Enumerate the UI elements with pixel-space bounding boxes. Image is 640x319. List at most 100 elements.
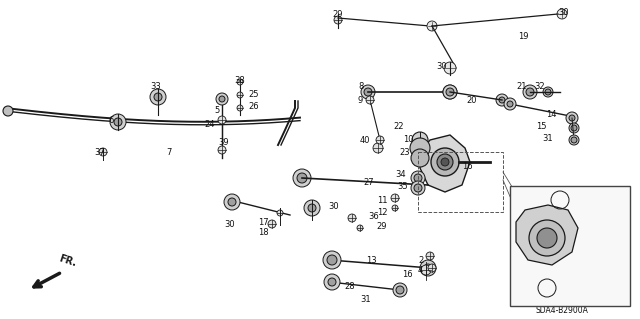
Circle shape	[507, 101, 513, 107]
Text: 28: 28	[344, 282, 355, 291]
Circle shape	[357, 225, 363, 231]
Text: 32: 32	[534, 82, 545, 91]
Text: 16: 16	[462, 162, 472, 171]
Circle shape	[410, 138, 430, 158]
Circle shape	[426, 252, 434, 260]
Circle shape	[569, 135, 579, 145]
Circle shape	[443, 85, 457, 99]
Circle shape	[421, 265, 431, 275]
Text: 18: 18	[258, 228, 269, 237]
Circle shape	[391, 194, 399, 202]
Circle shape	[523, 85, 537, 99]
Text: 35: 35	[397, 182, 408, 191]
Text: 26: 26	[248, 102, 259, 111]
Circle shape	[444, 62, 456, 74]
Text: 17: 17	[258, 218, 269, 227]
Text: FR.: FR.	[58, 253, 78, 268]
Circle shape	[543, 87, 553, 97]
Circle shape	[268, 220, 276, 228]
Text: 19: 19	[518, 32, 529, 41]
Circle shape	[218, 146, 226, 154]
Circle shape	[219, 96, 225, 102]
Circle shape	[441, 158, 449, 166]
Text: 31: 31	[542, 134, 552, 143]
Text: 4: 4	[418, 266, 423, 275]
Circle shape	[324, 274, 340, 290]
Circle shape	[554, 194, 566, 206]
Circle shape	[393, 283, 407, 297]
Text: 33: 33	[150, 82, 161, 91]
Circle shape	[428, 264, 436, 272]
Circle shape	[154, 93, 162, 101]
Circle shape	[431, 148, 459, 176]
Circle shape	[571, 125, 577, 131]
Text: SDA4-B2900A: SDA4-B2900A	[535, 306, 588, 315]
Circle shape	[366, 96, 374, 104]
Circle shape	[110, 114, 126, 130]
Circle shape	[545, 89, 551, 95]
Circle shape	[529, 220, 565, 256]
Circle shape	[411, 181, 425, 195]
Circle shape	[446, 88, 454, 96]
Circle shape	[437, 154, 453, 170]
Text: 3: 3	[616, 275, 621, 284]
Circle shape	[446, 88, 454, 96]
Circle shape	[526, 88, 534, 96]
Circle shape	[424, 264, 432, 272]
Text: 11: 11	[377, 196, 387, 205]
Circle shape	[334, 16, 342, 24]
Text: 22: 22	[393, 122, 403, 131]
Circle shape	[566, 112, 578, 124]
Circle shape	[361, 85, 375, 99]
Circle shape	[237, 105, 243, 111]
Text: 14: 14	[546, 110, 557, 119]
Text: 5: 5	[214, 106, 220, 115]
Circle shape	[114, 118, 122, 126]
Text: 23: 23	[399, 148, 410, 157]
Circle shape	[3, 106, 13, 116]
Text: 8: 8	[358, 82, 364, 91]
Circle shape	[427, 21, 437, 31]
Circle shape	[237, 92, 243, 98]
Circle shape	[216, 93, 228, 105]
Text: 29: 29	[376, 222, 387, 231]
Text: 36: 36	[368, 212, 379, 221]
Text: 27: 27	[363, 178, 374, 187]
Text: 16: 16	[562, 196, 573, 205]
Circle shape	[411, 149, 429, 167]
Text: 31: 31	[360, 295, 371, 304]
Text: 30: 30	[436, 62, 447, 71]
Circle shape	[571, 137, 577, 143]
Text: 38: 38	[234, 76, 244, 85]
Text: 30: 30	[224, 220, 235, 229]
Bar	[418, 152, 503, 212]
Text: 9: 9	[358, 96, 364, 105]
Circle shape	[237, 79, 243, 85]
Text: 13: 13	[366, 256, 376, 265]
Circle shape	[150, 89, 166, 105]
Circle shape	[412, 132, 428, 148]
Text: 24: 24	[204, 120, 214, 129]
Circle shape	[373, 143, 383, 153]
Circle shape	[557, 9, 567, 19]
Circle shape	[323, 251, 341, 269]
Circle shape	[414, 184, 422, 192]
Circle shape	[396, 286, 404, 294]
Text: 16: 16	[402, 270, 413, 279]
Circle shape	[541, 282, 553, 294]
Text: 2: 2	[418, 256, 423, 265]
Text: 30: 30	[328, 202, 339, 211]
Circle shape	[499, 97, 505, 103]
Circle shape	[420, 260, 436, 276]
Circle shape	[327, 255, 337, 265]
Circle shape	[411, 171, 425, 185]
Text: 40: 40	[360, 136, 371, 145]
Text: 21: 21	[516, 82, 527, 91]
Circle shape	[414, 174, 422, 182]
Circle shape	[304, 200, 320, 216]
Circle shape	[99, 148, 107, 156]
Circle shape	[569, 123, 579, 133]
Bar	[510, 186, 630, 306]
Text: 37: 37	[94, 148, 105, 157]
Text: 7: 7	[166, 148, 172, 157]
